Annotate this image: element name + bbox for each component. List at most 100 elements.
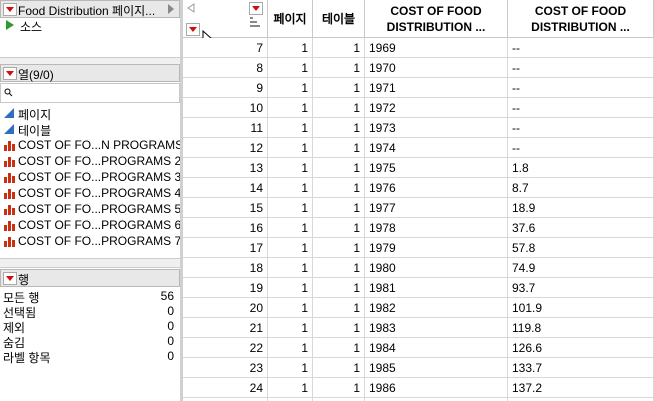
row-number[interactable]: 16	[183, 218, 268, 238]
cell[interactable]: 1971	[365, 78, 508, 98]
column-name[interactable]: COST OF FO...PROGRAMS 2	[18, 154, 182, 168]
cell[interactable]: 1983	[365, 318, 508, 338]
red-triangle[interactable]	[3, 272, 17, 285]
cell[interactable]: 1	[268, 38, 313, 58]
cell[interactable]: 1984	[365, 338, 508, 358]
column-name[interactable]: COST OF FO...PROGRAMS 6	[18, 218, 182, 232]
cell[interactable]: 126.6	[508, 338, 654, 358]
cell[interactable]: 1	[268, 98, 313, 118]
cell[interactable]: 1987	[365, 398, 508, 401]
cell[interactable]: 1	[268, 198, 313, 218]
cell[interactable]: 1	[268, 238, 313, 258]
column-name[interactable]: 테이블	[18, 124, 52, 138]
row-number[interactable]: 22	[183, 338, 268, 358]
column-name[interactable]: COST OF FO...PROGRAMS 7	[18, 234, 182, 248]
cell[interactable]: 1975	[365, 158, 508, 178]
cell[interactable]: 1	[268, 378, 313, 398]
cell[interactable]: 1	[313, 198, 365, 218]
cell[interactable]: 1	[313, 98, 365, 118]
cell[interactable]: --	[508, 118, 654, 138]
cell[interactable]: 1	[268, 118, 313, 138]
cell[interactable]: 1	[268, 278, 313, 298]
row-number[interactable]: 9	[183, 78, 268, 98]
column-name[interactable]: COST OF FO...PROGRAMS 4	[18, 186, 182, 200]
cell[interactable]: 1	[268, 138, 313, 158]
cell[interactable]: 1	[268, 178, 313, 198]
column-header[interactable]: COST OF FOOD DISTRIBUTION ...	[365, 0, 508, 38]
cell[interactable]: 1	[313, 158, 365, 178]
row-number[interactable]: 12	[183, 138, 268, 158]
cell[interactable]: 1969	[365, 38, 508, 58]
row-number[interactable]: 24	[183, 378, 268, 398]
cell[interactable]: --	[508, 38, 654, 58]
cell[interactable]: 1	[313, 258, 365, 278]
cell[interactable]: 1976	[365, 178, 508, 198]
cell[interactable]: 8.7	[508, 178, 654, 198]
red-triangle[interactable]	[186, 23, 200, 36]
cell[interactable]: 1	[268, 258, 313, 278]
cell[interactable]: 1	[313, 38, 365, 58]
row-number[interactable]: 15	[183, 198, 268, 218]
corner-arrow[interactable]	[186, 3, 196, 13]
cell[interactable]: --	[508, 138, 654, 158]
cell[interactable]: 18.9	[508, 198, 654, 218]
cell[interactable]: --	[508, 98, 654, 118]
cell[interactable]: 1972	[365, 98, 508, 118]
column-search[interactable]	[0, 83, 180, 103]
cell[interactable]: --	[508, 78, 654, 98]
cell[interactable]: 1.8	[508, 158, 654, 178]
cell[interactable]: 1	[268, 398, 313, 401]
red-triangle[interactable]	[249, 2, 263, 15]
cell[interactable]: 1	[268, 358, 313, 378]
column-header[interactable]: 테이블	[313, 0, 365, 38]
cell[interactable]: 1981	[365, 278, 508, 298]
cell[interactable]: 1	[268, 338, 313, 358]
row-number[interactable]: 18	[183, 258, 268, 278]
cell[interactable]: 137.2	[508, 378, 654, 398]
cell[interactable]: 1	[313, 338, 365, 358]
cell[interactable]: 133.7	[508, 358, 654, 378]
splitter[interactable]	[180, 0, 183, 401]
red-triangle[interactable]	[3, 3, 17, 16]
cell[interactable]: 1982	[365, 298, 508, 318]
cell[interactable]: 1	[313, 118, 365, 138]
cell[interactable]: 1	[313, 298, 365, 318]
cell[interactable]: 57.8	[508, 238, 654, 258]
row-number[interactable]: 7	[183, 38, 268, 58]
cell[interactable]: 1	[313, 178, 365, 198]
cell[interactable]: 101.9	[508, 298, 654, 318]
cell[interactable]: 1	[313, 218, 365, 238]
column-header[interactable]: COST OF FOOD DISTRIBUTION ...	[508, 0, 654, 38]
cell[interactable]: 1980	[365, 258, 508, 278]
cell[interactable]: 93.7	[508, 278, 654, 298]
cell[interactable]: 1	[268, 318, 313, 338]
cell[interactable]: 1	[313, 398, 365, 401]
cell[interactable]: 1974	[365, 138, 508, 158]
row-number[interactable]: 13	[183, 158, 268, 178]
cell[interactable]: 1978	[365, 218, 508, 238]
source-script[interactable]: 소스	[20, 20, 43, 34]
cell[interactable]: 1	[268, 58, 313, 78]
column-name[interactable]: COST OF FO...N PROGRAMS	[18, 138, 184, 152]
cell[interactable]: 1	[313, 78, 365, 98]
cell[interactable]: 119.8	[508, 318, 654, 338]
cell[interactable]: 1	[313, 58, 365, 78]
sort-icon[interactable]	[249, 16, 261, 28]
row-number[interactable]: 11	[183, 118, 268, 138]
column-name[interactable]: COST OF FO...PROGRAMS 3	[18, 170, 182, 184]
cell[interactable]: 37.6	[508, 218, 654, 238]
cell[interactable]: 1	[313, 378, 365, 398]
cell[interactable]: 1979	[365, 238, 508, 258]
row-number[interactable]: 25	[183, 398, 268, 401]
cell[interactable]: 74.9	[508, 258, 654, 278]
row-number[interactable]: 19	[183, 278, 268, 298]
cell[interactable]: 1	[313, 238, 365, 258]
cell[interactable]: 1	[268, 158, 313, 178]
red-triangle[interactable]	[3, 67, 17, 80]
cell[interactable]: 1985	[365, 358, 508, 378]
cell[interactable]: --	[508, 58, 654, 78]
row-number[interactable]: 21	[183, 318, 268, 338]
cell[interactable]: 1	[268, 78, 313, 98]
row-number[interactable]: 17	[183, 238, 268, 258]
cell[interactable]: 1	[313, 358, 365, 378]
